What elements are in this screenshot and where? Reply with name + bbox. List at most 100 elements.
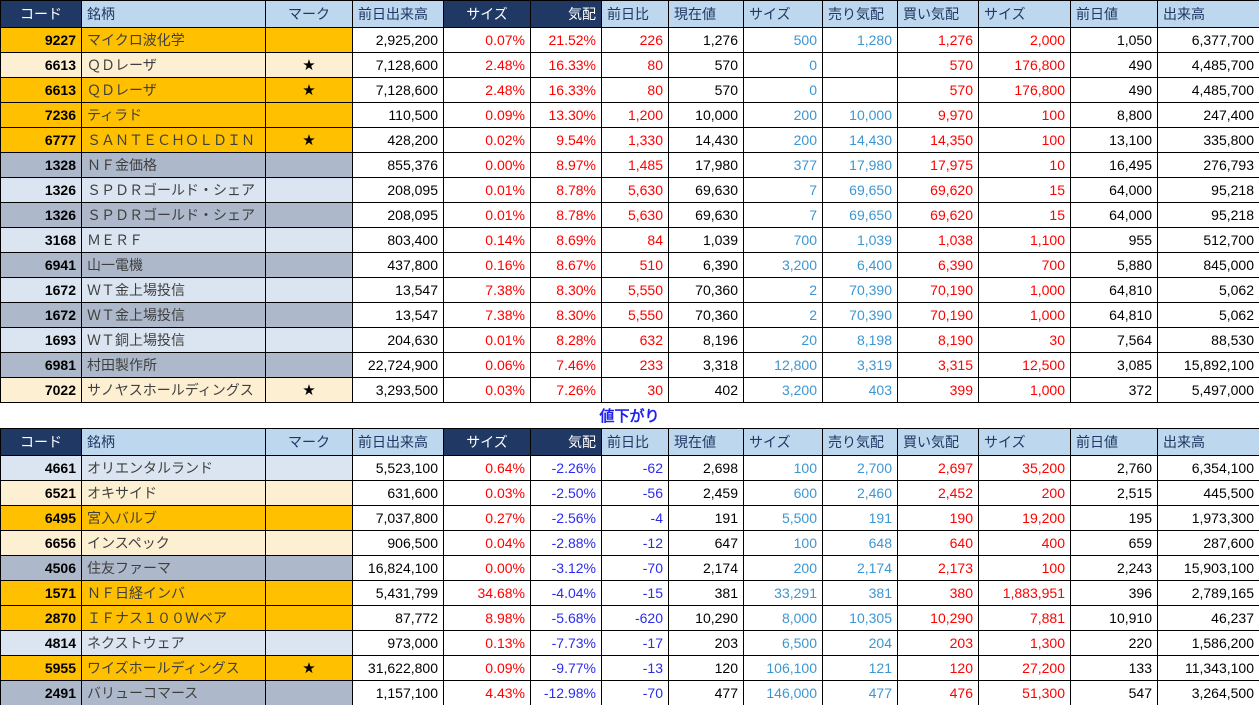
cell-size-bid[interactable]: 7,881 <box>978 605 1071 631</box>
cell-prev-price[interactable]: 64,810 <box>1070 302 1158 328</box>
cell-name[interactable]: オキサイド <box>81 480 266 506</box>
cell-name[interactable]: ネクストウェア <box>81 630 266 656</box>
cell-quote[interactable]: 8.69% <box>530 227 602 253</box>
cell-prev-volume[interactable]: 5,431,799 <box>352 580 444 606</box>
cell-quote[interactable]: 21.52% <box>530 27 602 53</box>
cell-size-bid[interactable]: 1,000 <box>978 277 1071 303</box>
cell-ask[interactable]: 70,390 <box>822 302 898 328</box>
cell-size-quote[interactable]: 0.14% <box>443 227 531 253</box>
cell-size-ask[interactable]: 20 <box>743 327 823 353</box>
cell-name[interactable]: ＷＴ金上場投信 <box>81 277 266 303</box>
cell-quote[interactable]: -7.73% <box>530 630 602 656</box>
cell-code[interactable]: 6981 <box>0 352 82 378</box>
cell-size-bid[interactable]: 1,100 <box>978 227 1071 253</box>
cell-volume[interactable]: 445,500 <box>1157 480 1259 506</box>
cell-prev-price[interactable]: 7,564 <box>1070 327 1158 353</box>
cell-price[interactable]: 2,459 <box>668 480 744 506</box>
cell-name[interactable]: ＱＤレーザ <box>81 52 266 78</box>
cell-size-quote[interactable]: 0.04% <box>443 530 531 556</box>
cell-price[interactable]: 570 <box>668 52 744 78</box>
cell-code[interactable]: 2491 <box>0 680 82 705</box>
cell-code[interactable]: 6941 <box>0 252 82 278</box>
cell-bid[interactable]: 17,975 <box>897 152 979 178</box>
cell-volume[interactable]: 6,354,100 <box>1157 455 1259 481</box>
cell-prev-volume[interactable]: 31,622,800 <box>352 655 444 681</box>
cell-volume[interactable]: 4,485,700 <box>1157 77 1259 103</box>
cell-change[interactable]: 510 <box>601 252 669 278</box>
cell-size-bid[interactable]: 200 <box>978 480 1071 506</box>
cell-mark[interactable]: ★ <box>265 377 353 403</box>
cell-quote[interactable]: 9.54% <box>530 127 602 153</box>
cell-quote[interactable]: 8.28% <box>530 327 602 353</box>
cell-name[interactable]: ＱＤレーザ <box>81 77 266 103</box>
cell-name[interactable]: ワイズホールディングス <box>81 655 266 681</box>
cell-name[interactable]: ＳＰＤＲゴールド・シェア <box>81 202 266 228</box>
cell-price[interactable]: 191 <box>668 505 744 531</box>
cell-bid[interactable]: 6,390 <box>897 252 979 278</box>
cell-size-quote[interactable]: 0.01% <box>443 327 531 353</box>
cell-size-quote[interactable]: 0.64% <box>443 455 531 481</box>
cell-code[interactable]: 4661 <box>0 455 82 481</box>
cell-code[interactable]: 1326 <box>0 202 82 228</box>
cell-ask[interactable]: 14,430 <box>822 127 898 153</box>
cell-price[interactable]: 70,360 <box>668 277 744 303</box>
column-header-price[interactable]: 現在値 <box>668 428 744 456</box>
cell-change[interactable]: 233 <box>601 352 669 378</box>
cell-prev-volume[interactable]: 3,293,500 <box>352 377 444 403</box>
cell-size-bid[interactable]: 700 <box>978 252 1071 278</box>
cell-volume[interactable]: 1,586,200 <box>1157 630 1259 656</box>
cell-size-ask[interactable]: 200 <box>743 555 823 581</box>
cell-mark[interactable] <box>265 680 353 705</box>
cell-name[interactable]: ＩＦナス１００Ｗベア <box>81 605 266 631</box>
cell-volume[interactable]: 11,343,100 <box>1157 655 1259 681</box>
cell-bid[interactable]: 10,290 <box>897 605 979 631</box>
cell-quote[interactable]: -4.04% <box>530 580 602 606</box>
cell-bid[interactable]: 70,190 <box>897 277 979 303</box>
column-header-size-quote[interactable]: サイズ <box>443 428 531 456</box>
cell-size-quote[interactable]: 0.09% <box>443 102 531 128</box>
cell-size-ask[interactable]: 7 <box>743 177 823 203</box>
cell-price[interactable]: 1,276 <box>668 27 744 53</box>
cell-quote[interactable]: -2.88% <box>530 530 602 556</box>
cell-prev-price[interactable]: 133 <box>1070 655 1158 681</box>
column-header-quote[interactable]: 気配 <box>530 0 602 28</box>
column-header-mark[interactable]: マーク <box>265 428 353 456</box>
cell-bid[interactable]: 1,038 <box>897 227 979 253</box>
cell-volume[interactable]: 5,062 <box>1157 302 1259 328</box>
cell-prev-volume[interactable]: 631,600 <box>352 480 444 506</box>
cell-price[interactable]: 8,196 <box>668 327 744 353</box>
cell-prev-volume[interactable]: 906,500 <box>352 530 444 556</box>
cell-size-quote[interactable]: 0.01% <box>443 202 531 228</box>
cell-size-ask[interactable]: 0 <box>743 77 823 103</box>
cell-quote[interactable]: -12.98% <box>530 680 602 705</box>
cell-quote[interactable]: 8.67% <box>530 252 602 278</box>
cell-size-bid[interactable]: 51,300 <box>978 680 1071 705</box>
cell-quote[interactable]: -2.26% <box>530 455 602 481</box>
cell-name[interactable]: バリューコマース <box>81 680 266 705</box>
cell-bid[interactable]: 2,173 <box>897 555 979 581</box>
cell-ask[interactable]: 121 <box>822 655 898 681</box>
cell-size-quote[interactable]: 0.00% <box>443 152 531 178</box>
cell-name[interactable]: ＭＥＲＦ <box>81 227 266 253</box>
cell-size-ask[interactable]: 146,000 <box>743 680 823 705</box>
cell-mark[interactable] <box>265 530 353 556</box>
cell-name[interactable]: オリエンタルランド <box>81 455 266 481</box>
cell-size-quote[interactable]: 2.48% <box>443 77 531 103</box>
cell-price[interactable]: 2,698 <box>668 455 744 481</box>
cell-ask[interactable]: 17,980 <box>822 152 898 178</box>
cell-price[interactable]: 570 <box>668 77 744 103</box>
cell-volume[interactable]: 4,485,700 <box>1157 52 1259 78</box>
cell-name[interactable]: 山一電機 <box>81 252 266 278</box>
column-header-size-bid[interactable]: サイズ <box>978 428 1071 456</box>
cell-name[interactable]: マイクロ波化学 <box>81 27 266 53</box>
cell-prev-price[interactable]: 64,810 <box>1070 277 1158 303</box>
cell-size-quote[interactable]: 0.01% <box>443 177 531 203</box>
cell-size-quote[interactable]: 0.09% <box>443 655 531 681</box>
cell-change[interactable]: -70 <box>601 680 669 705</box>
cell-price[interactable]: 6,390 <box>668 252 744 278</box>
cell-bid[interactable]: 190 <box>897 505 979 531</box>
cell-volume[interactable]: 845,000 <box>1157 252 1259 278</box>
column-header-name[interactable]: 銘柄 <box>81 428 266 456</box>
cell-ask[interactable]: 70,390 <box>822 277 898 303</box>
cell-code[interactable]: 7236 <box>0 102 82 128</box>
